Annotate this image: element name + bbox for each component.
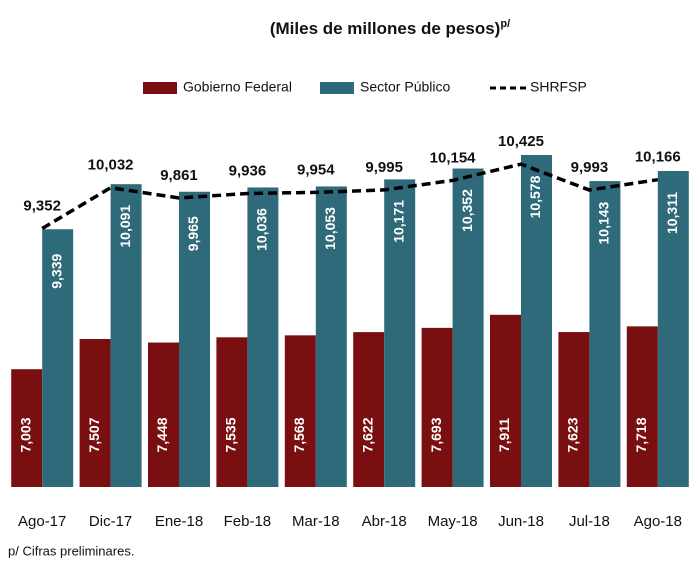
x-tick-label: Abr-18 (362, 513, 407, 530)
line-value-label: 9,861 (160, 167, 198, 184)
x-tick-label: May-18 (428, 513, 478, 530)
bar (179, 191, 210, 487)
bar-value-label: 7,535 (223, 417, 239, 452)
line (41, 162, 659, 230)
bar (589, 181, 621, 487)
bar (315, 186, 347, 487)
line-value-label: 9,995 (365, 159, 403, 176)
bar-value-label: 10,053 (322, 207, 338, 250)
line-value-label: 9,352 (23, 197, 61, 214)
bar (216, 337, 248, 487)
bar-value-label: 7,693 (428, 417, 444, 452)
bar-value-label: 10,143 (596, 201, 612, 244)
x-tick-label: Feb-18 (224, 513, 272, 530)
footnote: p/ Cifras preliminares. (8, 543, 134, 558)
bar (11, 369, 43, 487)
x-tick-label: Dic-17 (89, 513, 132, 530)
legend-swatch (143, 82, 177, 94)
legend-swatch (320, 82, 354, 94)
bar-value-label: 10,036 (254, 208, 270, 251)
legend-label: Sector Público (360, 79, 450, 95)
x-tick-label: Ago-18 (634, 513, 682, 530)
bar (384, 179, 416, 487)
subtitle-superscript: p/ (500, 18, 510, 30)
bar (284, 335, 316, 487)
bar (42, 229, 74, 487)
bar (558, 332, 590, 487)
bar (626, 326, 658, 487)
bar-value-label: 7,507 (86, 417, 102, 452)
line-value-label: 10,166 (635, 149, 681, 166)
line-value-label: 10,032 (88, 157, 134, 174)
x-tick-label: Jun-18 (498, 513, 544, 530)
line-value-label: 10,425 (498, 133, 544, 150)
bar-value-label: 7,003 (17, 417, 33, 452)
x-tick-label: Mar-18 (292, 513, 340, 530)
bar (452, 168, 484, 487)
bar (490, 314, 521, 487)
bar (247, 187, 279, 487)
line-value-label: 9,954 (297, 161, 335, 178)
bar (79, 338, 111, 487)
line-value-label: 10,154 (430, 149, 477, 166)
bar (421, 327, 453, 487)
bar-value-label: 10,171 (390, 200, 406, 243)
bar-value-label: 7,448 (154, 417, 170, 452)
bar-value-label: 9,965 (185, 216, 201, 251)
x-tick-label: Jul-18 (569, 513, 610, 530)
bar-value-label: 7,568 (291, 417, 307, 452)
bar (657, 170, 689, 487)
bar-value-label: 10,091 (117, 205, 133, 248)
subtitle-text: (Miles de millones de pesos) (270, 19, 501, 38)
bar-value-label: 7,623 (565, 417, 581, 452)
line-value-label: 9,993 (571, 159, 609, 176)
line-value-label: 9,936 (229, 162, 267, 179)
x-tick-label: Ene-18 (155, 513, 203, 530)
x-tick-label: Ago-17 (18, 513, 66, 530)
bar-value-label: 10,578 (527, 175, 543, 218)
bar-value-label: 10,352 (459, 189, 475, 232)
subtitle: (Miles de millones de pesos)p/ (270, 18, 510, 39)
bar-value-label: 7,911 (496, 418, 512, 452)
legend-label: Gobierno Federal (183, 79, 292, 95)
bar (353, 332, 385, 487)
bar (521, 155, 552, 487)
bar-value-label: 10,311 (664, 192, 680, 234)
bar (148, 342, 179, 487)
bar-value-label: 7,622 (359, 417, 375, 452)
legend-label: SHRFSP (530, 79, 587, 95)
bar (110, 184, 142, 487)
bar-value-label: 7,718 (633, 417, 649, 452)
bar-value-label: 9,339 (48, 254, 64, 289)
